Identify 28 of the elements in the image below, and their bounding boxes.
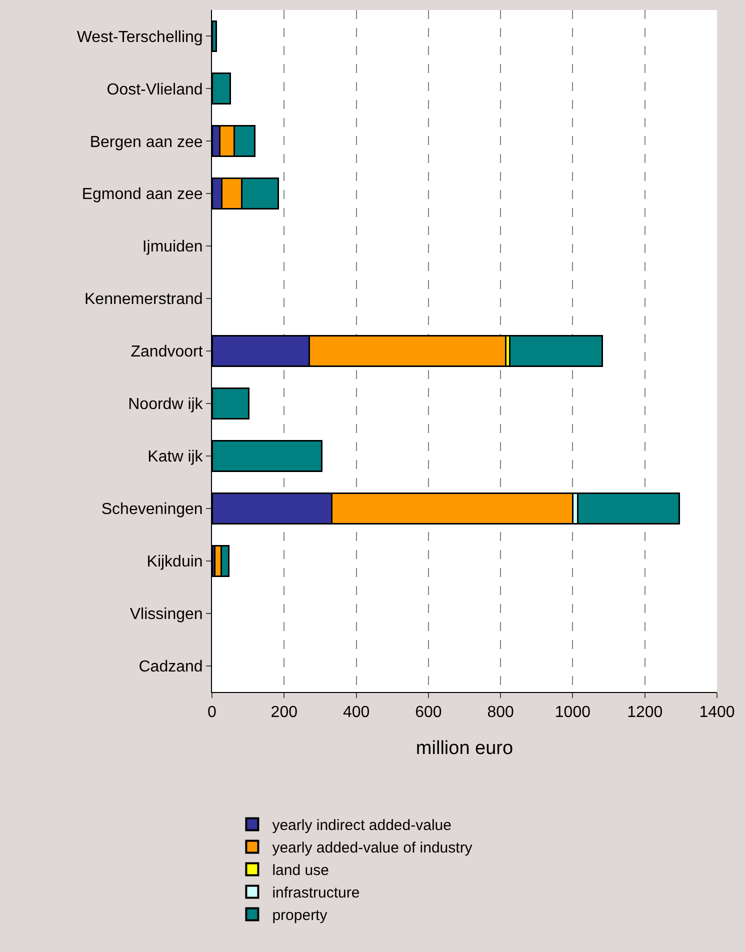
x-tick-label: 1200 bbox=[627, 704, 663, 722]
y-tick-label: Ijmuiden bbox=[142, 238, 203, 256]
x-axis-title: million euro bbox=[416, 738, 514, 759]
legend-label: yearly added-value of industry bbox=[272, 840, 473, 857]
bar bbox=[508, 335, 604, 367]
x-tick-label: 200 bbox=[270, 704, 298, 722]
x-tick-label: 800 bbox=[487, 704, 514, 722]
legend-label: yearly indirect added-value bbox=[272, 817, 452, 834]
y-tick-label: Kennemerstrand bbox=[84, 291, 203, 308]
x-tick-label: 600 bbox=[415, 704, 442, 722]
y-tick-label: Oost-Vlieland bbox=[106, 81, 203, 98]
x-tick-label: 0 bbox=[208, 704, 217, 722]
x-tick-label: 1000 bbox=[554, 704, 591, 722]
y-tick-label: Scheveningen bbox=[101, 500, 203, 518]
y-tick-label: Egmond aan zee bbox=[82, 186, 203, 204]
y-tick-label: Zandvoort bbox=[130, 344, 204, 361]
y-tick-label: Bergen aan zee bbox=[90, 134, 203, 151]
y-tick-label: Kijkduin bbox=[146, 553, 203, 570]
y-tick-label: Cadzand bbox=[138, 658, 203, 676]
y-tick-label: Noordw ijk bbox=[128, 396, 204, 414]
legend-label: property bbox=[272, 907, 328, 924]
y-tick-label: Katw ijk bbox=[148, 448, 204, 466]
x-tick-label: 400 bbox=[342, 704, 370, 722]
x-tick-label: 1400 bbox=[699, 704, 735, 722]
legend-label: infrastructure bbox=[272, 884, 360, 902]
y-tick-label: Vlissingen bbox=[130, 606, 203, 623]
y-tick-label: West-Terschelling bbox=[76, 28, 203, 46]
legend-label: land use bbox=[272, 862, 329, 880]
